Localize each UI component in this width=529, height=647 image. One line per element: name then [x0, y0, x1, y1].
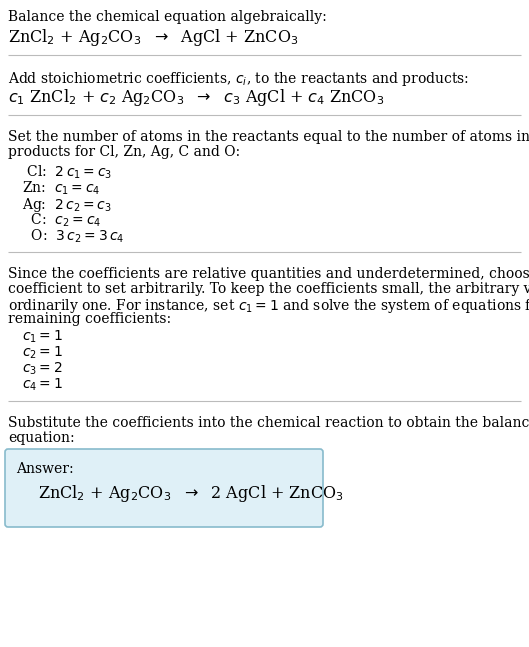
Text: equation:: equation: — [8, 431, 75, 445]
Text: Since the coefficients are relative quantities and underdetermined, choose a: Since the coefficients are relative quan… — [8, 267, 529, 281]
Text: Add stoichiometric coefficients, $c_i$, to the reactants and products:: Add stoichiometric coefficients, $c_i$, … — [8, 70, 469, 88]
Text: $c_1 = 1$: $c_1 = 1$ — [22, 329, 63, 345]
Text: C:  $c_2 = c_4$: C: $c_2 = c_4$ — [22, 212, 102, 230]
Text: Cl:  $2\,c_1 = c_3$: Cl: $2\,c_1 = c_3$ — [22, 164, 112, 181]
Text: Answer:: Answer: — [16, 462, 74, 476]
Text: Balance the chemical equation algebraically:: Balance the chemical equation algebraica… — [8, 10, 327, 24]
Text: Ag:  $2\,c_2 = c_3$: Ag: $2\,c_2 = c_3$ — [22, 196, 112, 214]
Text: coefficient to set arbitrarily. To keep the coefficients small, the arbitrary va: coefficient to set arbitrarily. To keep … — [8, 282, 529, 296]
Text: $c_4 = 1$: $c_4 = 1$ — [22, 377, 63, 393]
Text: Zn:  $c_1 = c_4$: Zn: $c_1 = c_4$ — [22, 180, 101, 197]
Text: $c_1$ ZnCl$_2$ + $c_2$ Ag$_2$CO$_3$  $\rightarrow$  $c_3$ AgCl + $c_4$ ZnCO$_3$: $c_1$ ZnCl$_2$ + $c_2$ Ag$_2$CO$_3$ $\ri… — [8, 87, 385, 108]
Text: ZnCl$_2$ + Ag$_2$CO$_3$  $\rightarrow$  2 AgCl + ZnCO$_3$: ZnCl$_2$ + Ag$_2$CO$_3$ $\rightarrow$ 2 … — [38, 483, 344, 504]
Text: Substitute the coefficients into the chemical reaction to obtain the balanced: Substitute the coefficients into the che… — [8, 416, 529, 430]
Text: O:  $3\,c_2 = 3\,c_4$: O: $3\,c_2 = 3\,c_4$ — [22, 228, 124, 245]
Text: Set the number of atoms in the reactants equal to the number of atoms in the: Set the number of atoms in the reactants… — [8, 130, 529, 144]
Text: ZnCl$_2$ + Ag$_2$CO$_3$  $\rightarrow$  AgCl + ZnCO$_3$: ZnCl$_2$ + Ag$_2$CO$_3$ $\rightarrow$ Ag… — [8, 27, 298, 48]
Text: $c_3 = 2$: $c_3 = 2$ — [22, 361, 62, 377]
FancyBboxPatch shape — [5, 449, 323, 527]
Text: products for Cl, Zn, Ag, C and O:: products for Cl, Zn, Ag, C and O: — [8, 145, 240, 159]
Text: $c_2 = 1$: $c_2 = 1$ — [22, 345, 63, 362]
Text: remaining coefficients:: remaining coefficients: — [8, 312, 171, 326]
Text: ordinarily one. For instance, set $c_1 = 1$ and solve the system of equations fo: ordinarily one. For instance, set $c_1 =… — [8, 297, 529, 315]
